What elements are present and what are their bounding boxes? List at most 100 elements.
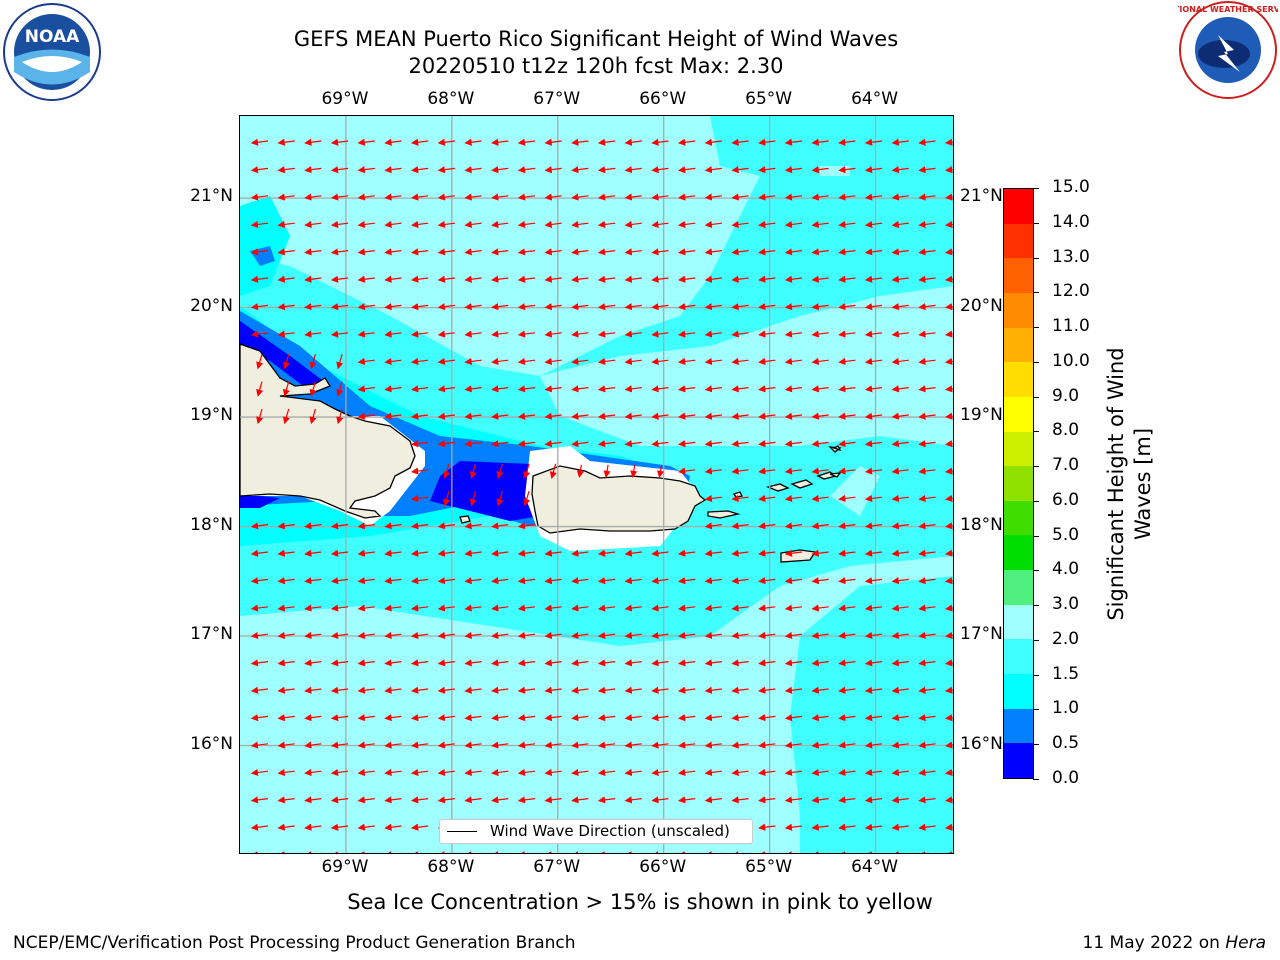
wave-direction-arrow: [651, 138, 669, 146]
wave-direction-arrow: [597, 166, 616, 174]
wave-direction-arrow: [597, 412, 616, 420]
wave-direction-arrow: [864, 275, 883, 283]
wave-direction-arrow: [624, 604, 642, 612]
wave-direction-arrow: [491, 686, 509, 694]
wave-direction-arrow: [784, 686, 803, 694]
wave-direction-arrow: [651, 604, 669, 612]
wave-direction-arrow: [544, 577, 562, 585]
wave-direction-arrow: [651, 166, 669, 174]
wave-direction-arrow: [731, 467, 749, 475]
wave-direction-arrow: [811, 138, 829, 146]
wave-direction-arrow: [651, 330, 669, 338]
wave-direction-arrow: [704, 631, 722, 640]
wave-direction-arrow: [491, 577, 509, 585]
wave-direction-arrow: [384, 522, 402, 530]
wave-direction-arrow: [491, 714, 509, 722]
wave-direction-arrow: [277, 631, 295, 640]
wave-direction-arrow: [597, 357, 616, 366]
noaa-logo: NOAA: [2, 2, 102, 102]
wave-direction-arrow: [784, 193, 803, 201]
wave-direction-arrow: [731, 440, 749, 448]
wave-direction-arrow: [678, 549, 696, 557]
sea-ice-note: Sea Ice Concentration > 15% is shown in …: [347, 890, 933, 914]
wave-direction-arrow: [277, 741, 295, 749]
wave-direction-arrow: [864, 303, 883, 311]
wave-direction-arrow: [651, 768, 669, 777]
wave-direction-arrow: [784, 604, 803, 612]
wave-direction-arrow: [838, 412, 856, 420]
wave-direction-arrow: [517, 303, 536, 311]
st-croix: [780, 549, 817, 563]
wave-direction-arrow: [411, 220, 429, 229]
wave-direction-arrow: [731, 303, 749, 311]
wave-direction-arrow: [918, 604, 936, 612]
wave-direction-arrow: [357, 768, 375, 777]
wave-direction-arrow: [811, 275, 829, 283]
wave-direction-arrow: [277, 577, 295, 585]
wave-direction-arrow: [945, 577, 953, 585]
wave-direction-arrow: [571, 796, 589, 804]
wave-direction-arrow: [918, 522, 936, 530]
lon-tick-label: 65°W: [745, 857, 793, 877]
wave-direction-arrow: [651, 741, 669, 749]
lat-tick-label: 18°N: [190, 514, 233, 535]
wave-direction-arrow: [838, 385, 856, 393]
wave-direction-arrow: [758, 604, 776, 612]
wave-direction-arrow: [544, 440, 562, 448]
lon-tick-label: 66°W: [639, 89, 687, 109]
wave-direction-arrow: [384, 823, 402, 831]
wave-direction-arrow: [597, 796, 616, 804]
wave-direction-arrow: [464, 440, 482, 448]
wave-direction-arrow: [469, 491, 477, 507]
graticule: [240, 116, 953, 853]
wave-direction-arrow: [918, 796, 936, 804]
wave-direction-arrow: [330, 631, 349, 640]
wave-direction-arrow: [838, 303, 856, 311]
wave-direction-arrow: [523, 491, 531, 507]
wave-direction-arrow: [437, 741, 455, 749]
wave-direction-arrow: [437, 193, 455, 201]
wave-direction-arrow: [864, 330, 883, 338]
wave-direction-arrow: [758, 193, 776, 201]
wave-direction-arrow: [704, 577, 722, 585]
wave-direction-arrow: [464, 303, 482, 311]
wave-direction-arrow: [384, 248, 402, 256]
wave-direction-arrow: [704, 686, 722, 694]
wave-direction-arrow: [784, 138, 803, 146]
colorbar-tick-label: 0.0: [1052, 768, 1080, 788]
wave-direction-arrow: [758, 768, 776, 777]
wave-direction-arrow: [678, 741, 696, 749]
wave-direction-arrow: [891, 330, 909, 338]
wave-direction-arrow: [918, 330, 936, 338]
wave-direction-arrow: [330, 796, 349, 804]
wave-direction-arrow: [597, 330, 616, 338]
wave-direction-arrow: [731, 193, 749, 201]
lat-tick-label: 21°N: [190, 186, 233, 207]
wave-direction-arrow: [250, 714, 269, 722]
wave-direction-arrow: [891, 741, 909, 749]
wave-direction-arrow: [838, 138, 856, 146]
wave-direction-arrow: [277, 330, 295, 338]
wave-direction-arrow: [651, 357, 669, 366]
wave-direction-arrow: [384, 138, 402, 146]
wave-direction-arrow: [250, 330, 269, 338]
wave-direction-arrow: [758, 714, 776, 722]
colorbar-tick-label: 3.0: [1052, 594, 1080, 615]
wave-direction-arrow: [384, 577, 402, 585]
colorbar-tick: [1033, 222, 1039, 224]
wave-direction-arrow: [811, 549, 829, 557]
wave-direction-arrow: [945, 330, 953, 338]
wave-direction-arrow: [811, 631, 829, 640]
wave-direction-arrow: [651, 686, 669, 694]
wave-direction-arrow: [758, 659, 776, 667]
wave-direction-arrow: [464, 796, 482, 804]
wave-direction-arrow: [758, 686, 776, 694]
wave-direction-arrow: [282, 408, 290, 425]
wave-direction-arrow: [411, 467, 429, 475]
wave-direction-arrow: [945, 686, 953, 694]
wave-direction-arrow: [784, 467, 803, 475]
wave-direction-arrow: [838, 796, 856, 804]
wave-direction-arrow: [597, 714, 616, 722]
wave-direction-arrow: [571, 686, 589, 694]
wave-direction-arrow: [256, 381, 264, 397]
